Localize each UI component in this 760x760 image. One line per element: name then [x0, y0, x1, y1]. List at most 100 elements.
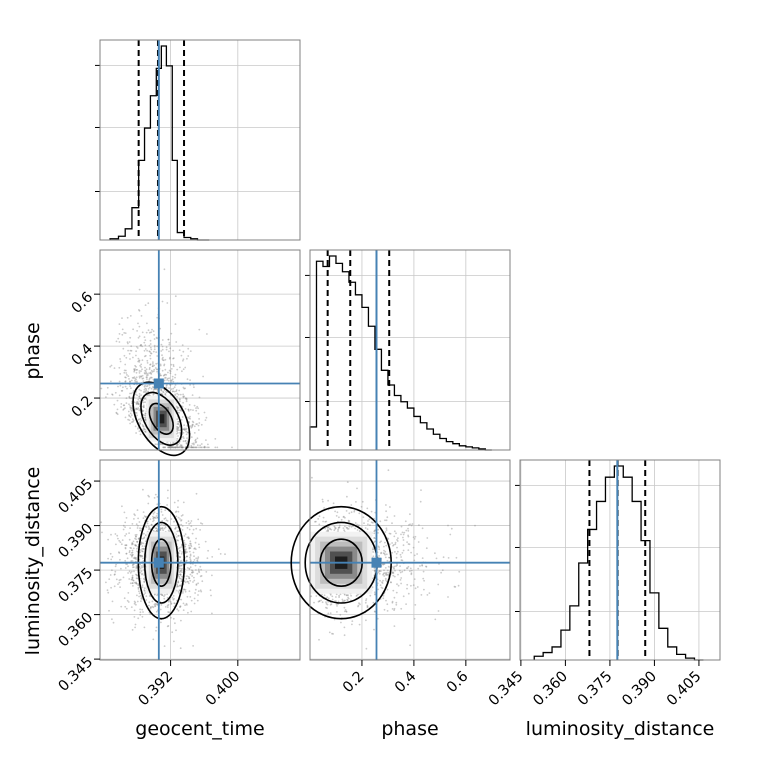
sample-point [141, 545, 144, 547]
sample-point [143, 389, 146, 391]
sample-point [162, 390, 164, 393]
sample-point [141, 345, 144, 348]
sample-point [135, 403, 138, 405]
sample-point [135, 545, 138, 547]
sample-point [181, 446, 184, 449]
sample-point [185, 522, 188, 524]
sample-point [124, 526, 126, 528]
sample-point [136, 330, 139, 332]
sample-point [181, 405, 184, 408]
sample-point [141, 586, 144, 589]
sample-point [174, 622, 176, 625]
sample-point [138, 325, 141, 328]
sample-point [155, 351, 158, 353]
sample-point [125, 372, 128, 374]
sample-point [400, 533, 402, 536]
sample-point [340, 518, 343, 521]
sample-point [144, 372, 147, 375]
sample-point [191, 442, 194, 445]
sample-point [323, 507, 325, 509]
sample-point [140, 394, 143, 396]
sample-point [199, 565, 202, 568]
sample-point [176, 429, 179, 432]
sample-point [139, 421, 141, 423]
sample-point [354, 522, 357, 524]
sample-point [131, 523, 134, 525]
sample-point [143, 398, 146, 400]
sample-point [201, 446, 203, 449]
sample-point [384, 567, 387, 569]
sample-point [176, 426, 179, 428]
sample-point [327, 528, 329, 531]
sample-point [135, 564, 138, 567]
sample-point [161, 527, 164, 530]
sample-point [413, 554, 416, 557]
sample-point [133, 570, 135, 573]
sample-point [166, 520, 169, 522]
sample-point [128, 403, 130, 406]
sample-point [198, 396, 201, 399]
sample-point [159, 524, 162, 527]
sample-point [216, 446, 219, 449]
sample-point [192, 409, 194, 411]
sample-point [144, 430, 146, 433]
sample-point [137, 360, 140, 363]
sample-point [138, 521, 141, 523]
sample-point [161, 594, 164, 596]
sample-point [100, 387, 103, 390]
sample-point [132, 540, 135, 543]
sample-point [129, 572, 132, 574]
sample-point [139, 423, 142, 425]
sample-point [137, 537, 140, 540]
sample-point [161, 358, 164, 360]
ytick-label: 0.345 [56, 654, 97, 695]
sample-point [132, 377, 135, 379]
sample-point [407, 534, 409, 537]
sample-point [149, 339, 152, 342]
sample-point [207, 549, 210, 552]
sample-point [182, 446, 185, 449]
sample-point [138, 388, 141, 391]
sample-point [154, 443, 157, 446]
sample-point [124, 363, 127, 366]
sample-point [170, 332, 173, 335]
sample-point [135, 350, 138, 353]
sample-point [135, 371, 138, 374]
sample-point [154, 493, 157, 496]
sample-point [193, 602, 196, 605]
sample-point [143, 587, 146, 590]
sample-point [120, 543, 123, 546]
sample-point [137, 398, 140, 401]
sample-point [189, 425, 192, 428]
sample-point [340, 621, 342, 624]
sample-point [135, 573, 137, 576]
sample-point [385, 599, 387, 602]
sample-point [132, 566, 134, 569]
sample-point [138, 397, 141, 400]
sample-point [134, 514, 136, 517]
sample-point [367, 520, 369, 522]
sample-point [189, 573, 192, 576]
sample-point [412, 546, 415, 549]
sample-point [474, 524, 476, 527]
sample-point [410, 524, 413, 527]
sample-point [137, 322, 139, 325]
sample-point [187, 581, 190, 583]
sample-point [115, 412, 118, 415]
sample-point [137, 524, 139, 527]
sample-point [205, 446, 207, 449]
sample-point [124, 380, 127, 383]
sample-point [348, 525, 351, 528]
sample-point [172, 442, 175, 444]
sample-point [195, 569, 197, 571]
sample-point [195, 492, 198, 495]
sample-point [137, 517, 140, 520]
truth-marker [153, 378, 164, 389]
sample-point [381, 582, 384, 584]
ytick-label: 0.2 [69, 393, 97, 421]
sample-point [399, 579, 402, 581]
sample-point [199, 529, 202, 531]
sample-point [386, 569, 389, 572]
sample-point [137, 588, 140, 590]
sample-point [179, 432, 182, 434]
